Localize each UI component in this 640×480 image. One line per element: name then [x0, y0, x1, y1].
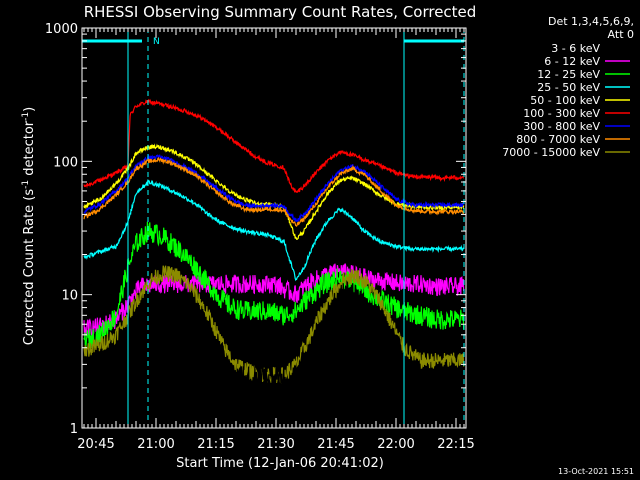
series-line-00ffff: [83, 178, 464, 282]
plot-area: N 1 10 100 1000 20:45 21:00 21:15 21:30 21:45 22:0…: [45, 22, 475, 452]
x-axis-label: Start Time (12-Jan-06 20:41:02): [176, 456, 384, 471]
series-line-000000: [131, 280, 465, 425]
y-tick-label: 100: [53, 155, 78, 170]
series-line-00ff00: [83, 221, 465, 351]
series-line-ff0000: [83, 98, 465, 194]
legend-header-line2: Att 0: [608, 28, 634, 41]
legend-entry-label: 300 - 800 keV: [523, 120, 600, 133]
y-axis-label-mid: detector: [22, 120, 37, 180]
legend-entry-label: 25 - 50 keV: [537, 81, 600, 94]
x-tick-label: 21:45: [317, 437, 354, 452]
series-line-ff00ff: [83, 263, 465, 338]
legend-header-line1: Det 1,3,4,5,6,9,: [548, 15, 634, 28]
y-axis-label-sup1: -1: [21, 180, 31, 189]
y-axis-label-sup2: -1: [21, 112, 31, 121]
legend-entry-label: 3 - 6 keV: [551, 42, 600, 55]
legend-entry-label: 7000 - 15000 keV: [502, 146, 600, 159]
y-axis-label: Corrected Count Rate (s-1 detector-1): [21, 107, 37, 345]
series-line-ff8c00: [83, 156, 465, 228]
series-line-ffff00: [83, 143, 465, 240]
x-tick-label: 22:15: [437, 437, 474, 452]
y-axis-label-main: Corrected Count Rate (s: [22, 189, 37, 346]
series-group: [83, 98, 465, 425]
legend-entry-label: 800 - 7000 keV: [516, 133, 600, 146]
x-tick-label: 21:15: [197, 437, 234, 452]
legend-entry-label: 50 - 100 keV: [530, 94, 600, 107]
plot-frame: [81, 27, 467, 429]
night-bar-label: N: [153, 37, 160, 47]
svg-text:Corrected Count Rate (s-1 dete: Corrected Count Rate (s-1 detector-1): [21, 107, 37, 345]
x-tick-label: 22:00: [377, 437, 414, 452]
chart-title: RHESSI Observing Summary Count Rates, Co…: [84, 3, 477, 21]
y-axis-label-end: ): [22, 107, 37, 112]
x-tick-label: 20:45: [77, 437, 114, 452]
x-tick-label: 21:30: [257, 437, 294, 452]
legend-entry-label: 12 - 25 keV: [537, 68, 600, 81]
y-tick-label: 10: [61, 289, 78, 304]
plot-timestamp: 13-Oct-2021 15:51: [558, 467, 634, 476]
y-tick-label: 1: [70, 422, 78, 437]
legend-entry-label: 6 - 12 keV: [544, 55, 600, 68]
legend-entry-label: 100 - 300 keV: [523, 107, 600, 120]
x-tick-label: 21:00: [137, 437, 174, 452]
y-tick-label: 1000: [45, 22, 78, 37]
series-line-8b8b00: [83, 265, 465, 384]
